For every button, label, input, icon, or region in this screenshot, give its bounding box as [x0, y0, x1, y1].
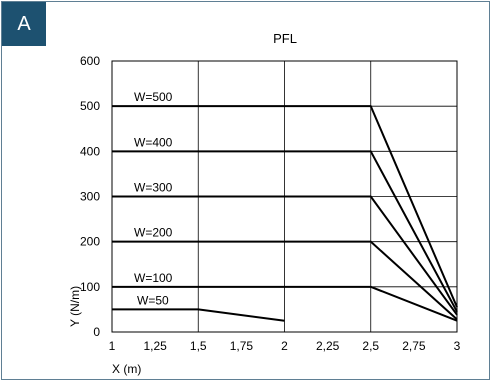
series-label: W=200 — [134, 226, 173, 240]
y-axis-label: Y (N/m) — [68, 286, 82, 327]
series-label: W=50 — [137, 293, 169, 307]
y-tick-label: 600 — [80, 54, 100, 68]
y-tick-label: 500 — [80, 99, 100, 113]
series-line — [112, 285, 458, 322]
x-tick-label: 1 — [109, 339, 116, 353]
series-line — [112, 195, 458, 316]
series-lines — [112, 105, 458, 322]
x-axis-label: X (m) — [112, 362, 141, 376]
y-tick-label: 200 — [80, 235, 100, 249]
x-tick-label: 2 — [281, 339, 288, 353]
y-tick-label: 300 — [80, 190, 100, 204]
chart-title: PFL — [273, 31, 297, 46]
series-label: W=400 — [134, 135, 173, 149]
x-tick-label: 1,75 — [230, 339, 254, 353]
series-label: W=300 — [134, 181, 173, 195]
panel-label-badge: A — [2, 2, 46, 46]
series-labels: W=500 W=400 W=300 W=200 W=100 W=50 — [134, 90, 173, 307]
x-tick-label: 2,25 — [316, 339, 340, 353]
y-tick-labels: 0 100 200 300 400 500 600 — [80, 54, 100, 339]
x-tick-label: 3 — [454, 339, 461, 353]
y-tick-label: 0 — [93, 325, 100, 339]
series-label: W=500 — [134, 90, 173, 104]
x-tick-label: 1,25 — [143, 339, 167, 353]
x-tick-label: 1,5 — [190, 339, 207, 353]
series-line — [112, 308, 285, 322]
series-label: W=100 — [134, 271, 173, 285]
y-tick-label: 400 — [80, 144, 100, 158]
x-tick-label: 2,75 — [402, 339, 426, 353]
series-line — [112, 105, 458, 308]
y-tick-label: 100 — [80, 280, 100, 294]
x-tick-label: 2,5 — [362, 339, 379, 353]
series-line — [112, 150, 458, 313]
series-line — [112, 240, 458, 321]
x-tick-labels: 1 1,25 1,5 1,75 2 2,25 2,5 2,75 3 — [109, 339, 461, 353]
